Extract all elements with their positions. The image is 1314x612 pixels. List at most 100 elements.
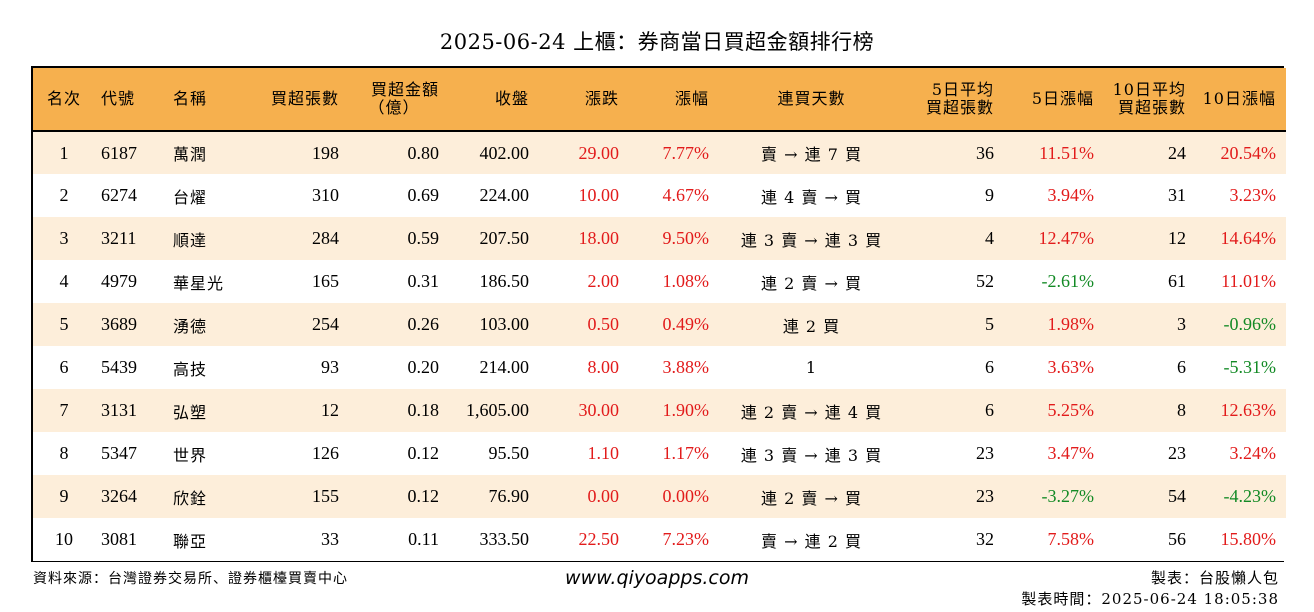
cell-change-pct: 4.67% xyxy=(662,185,710,205)
cell-change: 0.50 xyxy=(587,314,620,334)
cell-chg5: 7.58% xyxy=(1047,529,1095,549)
page-title: 2025-06-24 上櫃：券商當日買超金額排行榜 xyxy=(439,30,875,54)
cell-close: 224.00 xyxy=(479,185,530,205)
header-net-shares: 買超張數 xyxy=(247,68,349,132)
header-rank: 名次 xyxy=(33,68,95,132)
cell-name: 聯亞 xyxy=(173,531,208,551)
cell-streak: 連 4 賣 → 買 xyxy=(761,187,862,207)
cell-change: 18.00 xyxy=(578,228,620,248)
cell-chg5: 3.94% xyxy=(1047,185,1095,205)
cell-chg10: -4.23% xyxy=(1223,486,1277,506)
header-change-pct: 漲幅 xyxy=(629,68,719,132)
cell-streak: 賣 → 連 7 買 xyxy=(761,145,862,164)
cell-change: 8.00 xyxy=(587,357,620,377)
table-row: 8 5347 世界 126 0.12 95.50 1.10 1.17% 連 3 賣 → 連 3 … xyxy=(33,432,1286,475)
cell-avg10: 23 xyxy=(1168,443,1186,463)
cell-change: 22.50 xyxy=(578,529,620,549)
cell-avg10: 6 xyxy=(1177,357,1186,377)
cell-streak: 1 xyxy=(805,358,818,377)
cell-chg5: 5.25% xyxy=(1047,400,1095,420)
cell-net-amount: 0.20 xyxy=(407,357,440,377)
cell-change-pct: 0.00% xyxy=(662,486,710,506)
cell-avg10: 12 xyxy=(1168,228,1186,248)
cell-change: 0.00 xyxy=(587,486,620,506)
cell-change-pct: 9.50% xyxy=(662,228,710,248)
cell-net-amount: 0.18 xyxy=(407,400,440,420)
cell-avg5: 23 xyxy=(976,443,994,463)
cell-streak: 連 2 買 xyxy=(782,316,841,336)
cell-rank: 6 xyxy=(59,357,69,377)
table-row: 2 6274 台燿 310 0.69 224.00 10.00 4.67% 連 4 賣 → 買 9… xyxy=(33,174,1286,217)
cell-close: 214.00 xyxy=(479,357,530,377)
header-code: 代號 xyxy=(95,68,167,132)
cell-rank: 7 xyxy=(59,400,69,420)
cell-name: 湧德 xyxy=(173,316,208,336)
header-net-amount-line1: 買超金額 xyxy=(370,80,439,99)
cell-code: 6187 xyxy=(101,142,137,163)
cell-chg10: -0.96% xyxy=(1223,314,1277,334)
cell-close: 186.50 xyxy=(479,271,530,291)
cell-rank: 8 xyxy=(59,443,69,463)
cell-net-amount: 0.12 xyxy=(407,486,440,506)
cell-name: 萬潤 xyxy=(173,145,208,164)
header-name: 名稱 xyxy=(167,68,247,132)
generated-time: 製表時間：2025-06-24 18:05:38 xyxy=(1021,590,1279,608)
header-chg10: 10日漲幅 xyxy=(1196,68,1286,132)
cell-name: 台燿 xyxy=(173,187,208,207)
cell-code: 6274 xyxy=(101,185,137,205)
cell-close: 333.50 xyxy=(479,529,530,549)
cell-net-amount: 0.59 xyxy=(407,228,440,248)
cell-avg10: 8 xyxy=(1177,400,1186,420)
cell-net-shares: 33 xyxy=(321,529,339,549)
cell-avg10: 3 xyxy=(1177,314,1186,334)
header-net-amount: 買超金額 （億） xyxy=(349,68,449,132)
cell-net-shares: 310 xyxy=(312,185,339,205)
cell-chg10: 14.64% xyxy=(1220,228,1277,248)
cell-chg10: 12.63% xyxy=(1220,400,1277,420)
cell-streak: 連 2 賣 → 連 4 買 xyxy=(740,402,883,422)
cell-avg5: 9 xyxy=(985,185,994,205)
cell-avg10: 61 xyxy=(1168,271,1186,291)
cell-change-pct: 1.08% xyxy=(662,271,710,291)
cell-close: 402.00 xyxy=(479,142,530,163)
cell-rank: 1 xyxy=(59,142,69,163)
table-row: 9 3264 欣銓 155 0.12 76.90 0.00 0.00% 連 2 賣 → 買 23 -… xyxy=(33,475,1286,518)
cell-net-shares: 284 xyxy=(312,228,339,248)
cell-avg10: 56 xyxy=(1168,529,1186,549)
header-net-amount-line2: （億） xyxy=(368,98,420,117)
cell-net-shares: 198 xyxy=(312,142,339,163)
website-link[interactable]: www.qiyoapps.com xyxy=(565,567,749,589)
cell-streak: 連 3 賣 → 連 3 買 xyxy=(740,445,883,465)
cell-rank: 5 xyxy=(59,314,69,334)
cell-name: 華星光 xyxy=(173,273,225,293)
table-row: 5 3689 湧德 254 0.26 103.00 0.50 0.49% 連 2 買 5 1.98%… xyxy=(33,303,1286,346)
cell-net-amount: 0.11 xyxy=(408,529,439,549)
cell-code: 3081 xyxy=(101,529,137,549)
cell-avg10: 31 xyxy=(1168,185,1186,205)
table-row: 6 5439 高技 93 0.20 214.00 8.00 3.88% 1 6 3.63% 6 -5.3… xyxy=(33,346,1286,389)
cell-name: 順達 xyxy=(173,230,208,250)
cell-net-shares: 155 xyxy=(312,486,339,506)
cell-code: 3264 xyxy=(101,486,137,506)
cell-change-pct: 3.88% xyxy=(662,357,710,377)
header-streak: 連買天數 xyxy=(719,68,904,132)
cell-chg5: 3.47% xyxy=(1047,443,1095,463)
cell-net-shares: 93 xyxy=(321,357,339,377)
cell-chg5: 3.63% xyxy=(1047,357,1095,377)
header-avg10: 10日平均 買超張數 xyxy=(1104,68,1196,132)
cell-avg5: 32 xyxy=(976,529,994,549)
cell-rank: 10 xyxy=(55,529,73,549)
cell-name: 欣銓 xyxy=(173,488,208,508)
header-avg5-line1: 5日平均 xyxy=(931,80,994,99)
header-avg10-line2: 買超張數 xyxy=(1117,98,1186,117)
cell-rank: 2 xyxy=(59,185,69,205)
cell-net-amount: 0.80 xyxy=(407,142,440,163)
cell-change: 10.00 xyxy=(578,185,620,205)
table-row: 3 3211 順達 284 0.59 207.50 18.00 9.50% 連 3 賣 → 連 … xyxy=(33,217,1286,260)
cell-change-pct: 1.90% xyxy=(662,400,710,420)
cell-chg10: 11.01% xyxy=(1221,271,1276,291)
cell-chg10: 3.24% xyxy=(1229,443,1277,463)
cell-close: 207.50 xyxy=(479,228,530,248)
header-close: 收盤 xyxy=(449,68,539,132)
